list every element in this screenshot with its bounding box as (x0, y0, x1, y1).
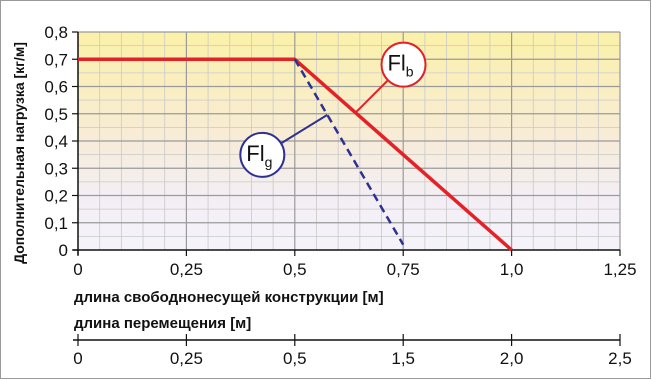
x2-tick-label: 0 (73, 349, 82, 368)
y-tick-label: 0,2 (44, 187, 68, 206)
series-layer (78, 57, 513, 252)
y-tick-label: 0,8 (44, 23, 68, 42)
series-line-flg (293, 58, 405, 246)
y-tick-label: 0,4 (44, 132, 68, 151)
x-tick-label: 1,25 (603, 260, 636, 279)
x-tick-label: 0 (73, 260, 82, 279)
y-tick-label: 0,6 (44, 78, 68, 97)
y-tick-label: 0,3 (44, 159, 68, 178)
flb-callout-circle (380, 41, 427, 88)
secondary-x-axis-label: длина перемещения [м] (74, 315, 251, 332)
y-tick-label: 0,5 (44, 105, 68, 124)
flg-callout-label: Flg (246, 141, 272, 170)
major-grid (78, 31, 621, 250)
y-tick-label: 0 (59, 241, 68, 260)
x-axis-ticks: 0 0,25 0,5 0,75 1,0 1,25 (73, 250, 637, 279)
flb-callout-label: Flb (387, 51, 413, 80)
x-tick-label: 0,5 (283, 260, 307, 279)
y-axis-label: Дополнительная нагрузка [кг/м] (11, 42, 27, 264)
x-tick-label: 1,0 (500, 260, 524, 279)
x2-tick-label: 0,25 (170, 349, 203, 368)
secondary-x-axis-ticks: 0 0,25 0,5 1,5 2,0 2,5 (73, 334, 632, 368)
flg-callout-circle (239, 131, 286, 178)
x2-tick-label: 2,0 (500, 349, 524, 368)
x2-tick-label: 1,5 (391, 349, 415, 368)
x2-tick-label: 2,5 (608, 349, 632, 368)
x-tick-label: 0,75 (387, 260, 420, 279)
y-tick-label: 0,7 (44, 50, 68, 69)
x-tick-label: 0,25 (170, 260, 203, 279)
x2-tick-label: 0,5 (283, 349, 307, 368)
x-axis-label: длина свободнонесущей конструкции [м] (74, 289, 384, 306)
y-tick-label: 0,1 (44, 214, 68, 233)
y-axis-ticks: 0 0,1 0,2 0,3 0,4 0,5 0,6 0,7 0,8 (44, 23, 78, 260)
